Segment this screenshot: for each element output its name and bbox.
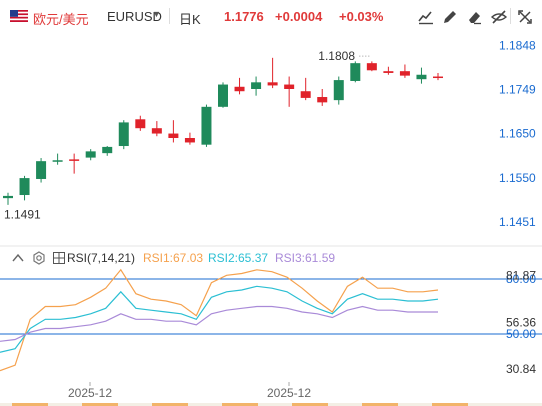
symbol-code[interactable]: EURUSD: [107, 9, 162, 24]
last-price: 1.1776: [224, 9, 264, 24]
price-axis-label: 1.1848: [499, 38, 536, 52]
price-axis-label: 1.1749: [499, 82, 536, 96]
candle-body: [317, 97, 328, 103]
indicator-bar: RSI(7,14,21) RSI1:67.03 RSI2:65.37 RSI3:…: [0, 248, 440, 268]
candle-body: [19, 178, 30, 196]
rsi-reference-label: 50.00: [506, 327, 536, 341]
indicator-list-icon[interactable]: [53, 252, 65, 264]
candle-body: [118, 122, 129, 147]
rsi-axis-label: 81.87: [506, 269, 536, 283]
candle-body: [350, 63, 361, 81]
candle-body: [284, 84, 295, 89]
candle-body: [168, 133, 179, 138]
candle-body: [3, 195, 13, 199]
candle-body: [267, 82, 278, 86]
bottom-strip-mark: [82, 403, 118, 406]
candle-body: [52, 160, 63, 162]
bottom-strip: [0, 403, 542, 406]
rsi2-value: RSI2:65.37: [208, 251, 269, 265]
x-axis-label: 2025-12: [68, 386, 112, 400]
candle-body: [151, 128, 162, 134]
candle-body: [184, 138, 195, 143]
chevron-up-icon[interactable]: [11, 251, 25, 265]
price-axis-label: 1.1650: [499, 127, 536, 141]
rsi-axis-label: 30.84: [506, 362, 536, 376]
symbol-dropdown-icon[interactable]: ▼: [152, 9, 161, 19]
rsi-reference-label: 80.00: [506, 272, 536, 286]
x-axis-label: 2025-12: [267, 386, 311, 400]
price-change: +0.0004: [275, 9, 323, 24]
candle-body: [366, 63, 377, 71]
candle-body: [300, 91, 311, 98]
expand-icon[interactable]: [516, 8, 534, 26]
candle-body: [433, 76, 443, 79]
candle-body: [251, 82, 262, 89]
toolbar-divider: [510, 8, 511, 24]
candle-body: [383, 71, 394, 73]
bottom-strip-mark: [12, 403, 48, 406]
low-price-label: 1.1491: [4, 207, 41, 221]
eye-off-icon[interactable]: [490, 8, 508, 26]
pencil-icon[interactable]: [441, 8, 459, 26]
pair-name: 欧元/美元: [33, 12, 89, 27]
chart-header: 欧元/美元 EURUSD ▼ 日K 1.1776 +0.0004 +0.03%: [0, 0, 542, 34]
rsi-series-line: [0, 268, 439, 372]
candle-body: [399, 71, 410, 76]
area-chart-icon[interactable]: [417, 8, 435, 26]
bottom-strip-mark: [432, 403, 468, 406]
candle-body: [201, 106, 212, 145]
eraser-icon[interactable]: [465, 8, 483, 26]
candle-body: [36, 161, 47, 179]
candle-body: [69, 159, 80, 161]
candle-body: [85, 151, 96, 158]
candle-body: [135, 119, 146, 129]
price-axis-label: 1.1451: [499, 215, 536, 229]
period-selector[interactable]: 日K: [179, 12, 201, 27]
header-divider: [169, 8, 170, 24]
candle-body: [102, 146, 113, 154]
rsi1-value: RSI1:67.03: [143, 251, 204, 265]
candle-body: [234, 86, 245, 92]
rsi-series-line: [0, 285, 439, 353]
bottom-strip-mark: [152, 403, 188, 406]
us-flag-icon: [10, 10, 28, 22]
price-axis-label: 1.1550: [499, 171, 536, 185]
high-price-label: 1.1808: [318, 49, 355, 63]
rsi-series-line: [0, 305, 438, 342]
gear-icon[interactable]: [32, 251, 46, 265]
rsi3-value: RSI3:61.59: [275, 251, 336, 265]
candle-body: [218, 84, 228, 107]
bottom-strip-mark: [222, 403, 258, 406]
candle-body: [333, 80, 344, 101]
bottom-strip-mark: [362, 403, 398, 406]
indicator-label[interactable]: RSI(7,14,21): [67, 251, 136, 265]
rsi-axis-label: 56.36: [506, 315, 536, 329]
bottom-strip-mark: [292, 403, 328, 406]
price-change-pct: +0.03%: [339, 9, 384, 24]
candle-body: [416, 74, 427, 80]
